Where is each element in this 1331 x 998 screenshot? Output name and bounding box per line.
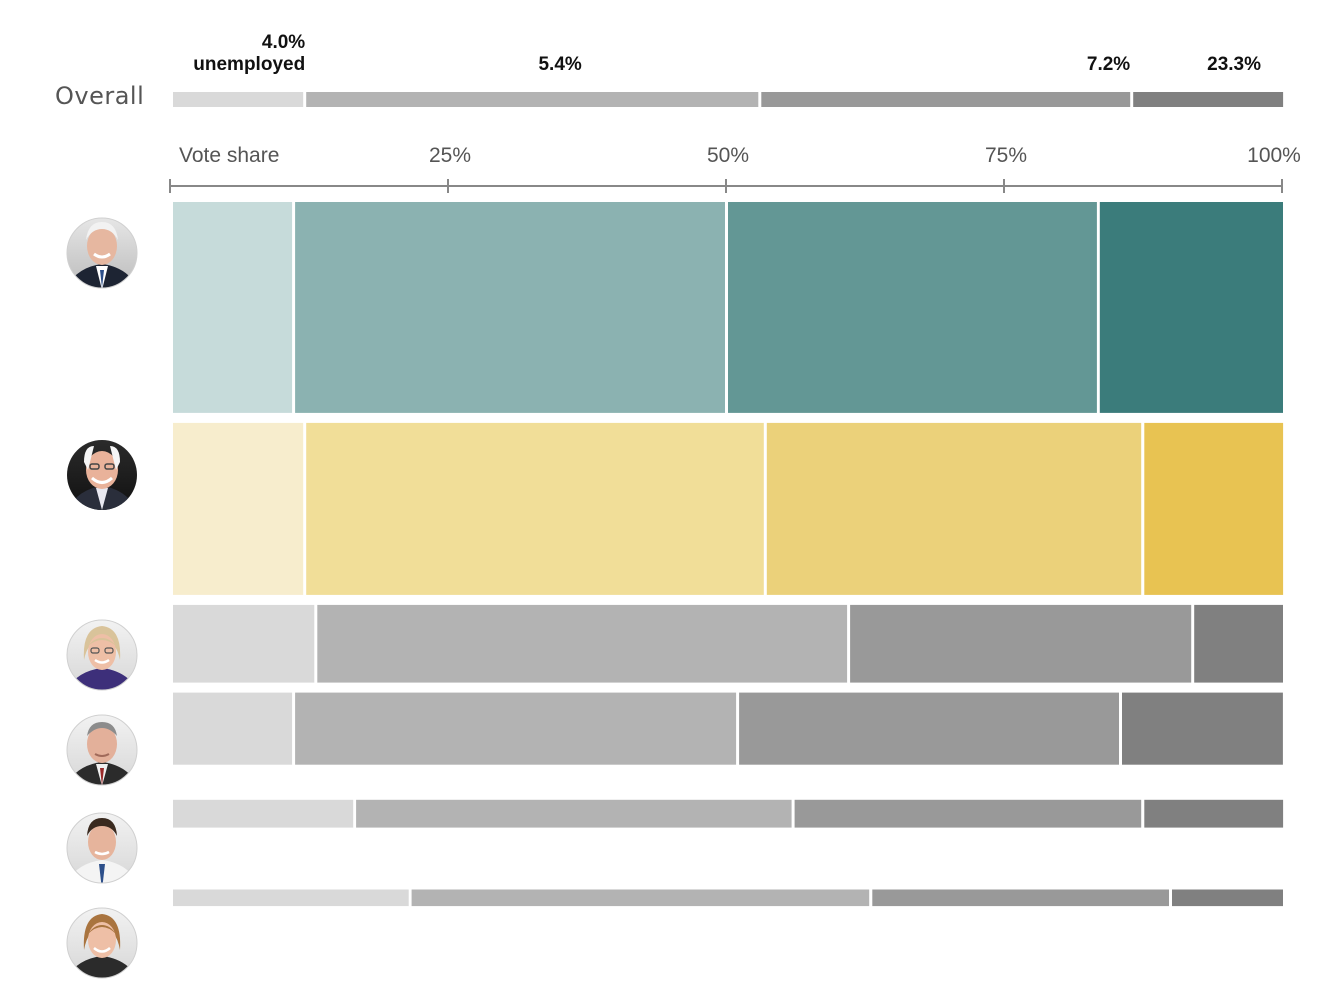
axis-tick-label-50: 50% <box>707 144 749 167</box>
candidate-bars <box>173 202 1284 907</box>
candidate-2-bar-segment-3 <box>766 422 1142 595</box>
candidate-3-bar-segment-3 <box>850 604 1192 683</box>
overall-group-label-3: 7.2% <box>1087 54 1130 75</box>
axis-tick-label-25: 25% <box>429 144 471 167</box>
axis-title: Vote share <box>179 144 279 167</box>
overall-group-label-2: 5.4% <box>538 54 581 75</box>
candidate-1-bar-segment-4 <box>1099 202 1283 413</box>
overall-group-label-1-line-2: unemployed <box>193 54 305 75</box>
candidate-1-bar-segment-2 <box>295 202 725 413</box>
pete-buttigieg-photo <box>66 812 138 884</box>
overall-bar-segment-4 <box>1133 92 1284 107</box>
candidate-4-bar-segment-1 <box>173 692 293 765</box>
candidate-5-bar-segment-1 <box>173 799 354 828</box>
joe-biden-photo <box>66 217 138 289</box>
candidate-1-bar-segment-3 <box>728 202 1097 413</box>
overall-bar <box>173 92 1284 107</box>
overall-bar-segment-1 <box>173 92 304 107</box>
elizabeth-warren-photo <box>66 619 138 691</box>
candidate-5-bar-segment-2 <box>356 799 792 828</box>
candidate-4-bar-segment-4 <box>1122 692 1283 765</box>
michael-bloomberg-photo <box>66 714 138 786</box>
vote-share-axis: Vote share 25% 50% 75% 100% <box>169 144 1301 193</box>
candidate-5-bar-segment-4 <box>1144 799 1284 828</box>
overall-bar-segment-2 <box>306 92 759 107</box>
candidate-3-bar-segment-2 <box>317 604 848 683</box>
overall-bar-segment-3 <box>761 92 1131 107</box>
candidate-4-bar-segment-3 <box>739 692 1119 765</box>
candidate-6-bar-segment-1 <box>173 889 409 907</box>
candidate-2-bar-segment-1 <box>173 422 304 595</box>
overall-group-label-4: 23.3% <box>1207 54 1261 75</box>
bernie-sanders-photo <box>67 440 137 510</box>
candidate-3-bar-segment-1 <box>173 604 315 683</box>
candidate-3-bar-segment-4 <box>1194 604 1283 683</box>
overall-group-labels: 4.0%unemployed 5.4% 7.2% 23.3% <box>193 32 1261 75</box>
candidate-2-bar-segment-4 <box>1144 422 1284 595</box>
candidate-1-bar-segment-1 <box>173 202 293 413</box>
candidate-6-bar-segment-3 <box>872 889 1169 907</box>
amy-klobuchar-photo <box>66 907 138 979</box>
candidate-4-bar-segment-2 <box>295 692 737 765</box>
candidate-5-bar-segment-3 <box>794 799 1142 828</box>
candidate-2-bar-segment-2 <box>306 422 764 595</box>
candidate-6-bar-segment-2 <box>411 889 870 907</box>
overall-group-label-1-line-1: 4.0% <box>262 32 305 53</box>
overall-label: Overall <box>55 82 144 110</box>
axis-tick-label-100: 100% <box>1247 144 1301 167</box>
candidate-6-bar-segment-4 <box>1172 889 1283 907</box>
axis-tick-label-75: 75% <box>985 144 1027 167</box>
